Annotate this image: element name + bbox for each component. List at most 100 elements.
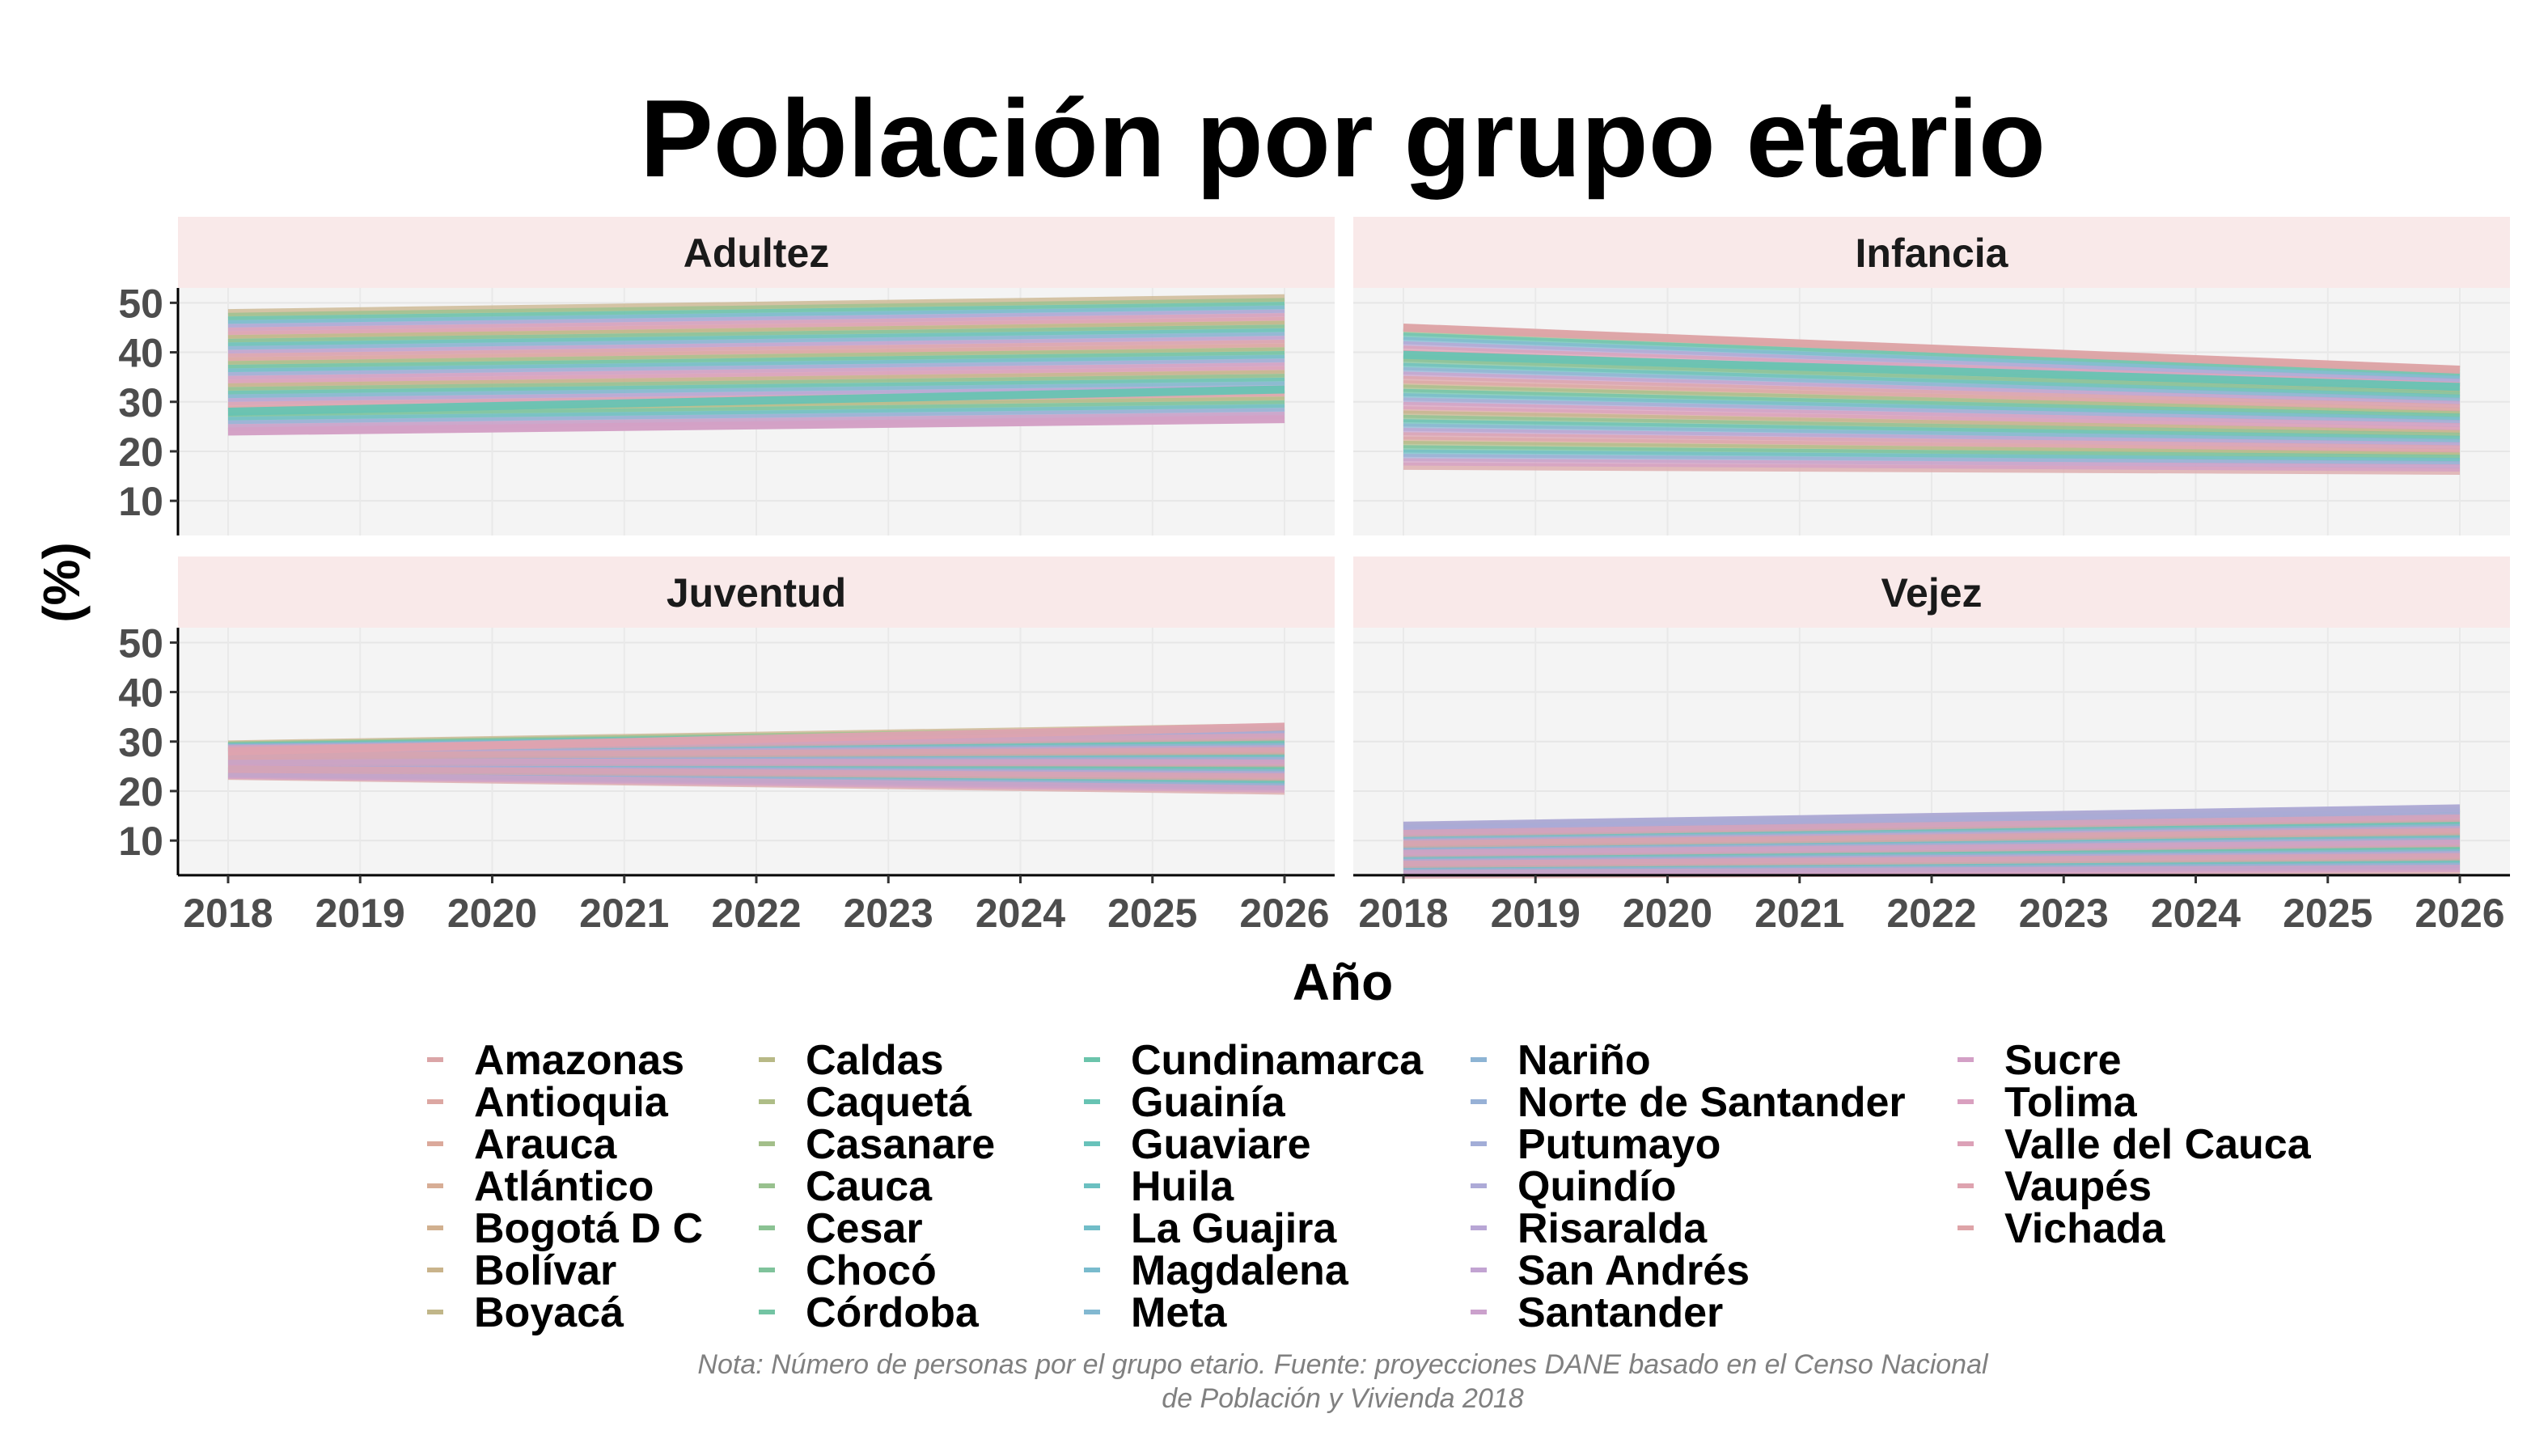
legend-label: Cesar bbox=[806, 1205, 923, 1252]
legend-label: Guainía bbox=[1131, 1079, 1286, 1126]
x-tick-label: 2026 bbox=[1239, 891, 1329, 936]
series-line-casanare bbox=[227, 347, 1285, 369]
series-line-bolivar bbox=[227, 294, 1285, 317]
strip-label-infancia: Infancia bbox=[1856, 231, 2009, 276]
series-line-vaupes bbox=[1403, 432, 2461, 453]
series-line-vaupes bbox=[227, 722, 1285, 756]
legend-label: Antioquia bbox=[474, 1079, 669, 1126]
strip-vejez bbox=[1353, 557, 2510, 628]
legend-label: La Guajira bbox=[1131, 1205, 1337, 1252]
x-tick-label: 2021 bbox=[579, 891, 669, 936]
x-tick-label: 2020 bbox=[1623, 891, 1712, 936]
x-tick-label: 2021 bbox=[1754, 891, 1844, 936]
legend-item-bogota-d-c: Bogotá D C bbox=[427, 1205, 703, 1252]
legend-item-santander: Santander bbox=[1471, 1289, 1723, 1336]
legend-label: Bolívar bbox=[474, 1247, 616, 1294]
legend-label: Magdalena bbox=[1131, 1247, 1349, 1294]
legend-item-guainia: Guainía bbox=[1084, 1079, 1286, 1126]
legend-label: Huila bbox=[1131, 1163, 1234, 1210]
strip-label-vejez: Vejez bbox=[1881, 570, 1982, 616]
legend-label: Arauca bbox=[474, 1121, 617, 1168]
chart-title: Población por grupo etario bbox=[640, 77, 2046, 200]
x-tick-label: 2020 bbox=[447, 891, 537, 936]
series-line-choco bbox=[227, 324, 1285, 346]
series-line-vichada bbox=[1403, 827, 2461, 849]
legend-item-cordoba: Córdoba bbox=[759, 1289, 980, 1336]
y-tick-label: 10 bbox=[118, 479, 163, 524]
legend-label: Nariño bbox=[1517, 1037, 1651, 1084]
series-line-quindio bbox=[1403, 804, 2461, 830]
x-tick-label: 2024 bbox=[976, 891, 1065, 936]
legend-label: Boyacá bbox=[474, 1289, 624, 1336]
legend-label: Vaupés bbox=[2004, 1163, 2152, 1210]
x-tick-label: 2019 bbox=[1491, 891, 1581, 936]
legend-label: Tolima bbox=[2004, 1079, 2138, 1126]
legend-label: Putumayo bbox=[1517, 1121, 1721, 1168]
x-tick-label: 2023 bbox=[2019, 891, 2109, 936]
y-tick-label: 30 bbox=[118, 720, 163, 765]
x-tick-label: 2025 bbox=[2283, 891, 2372, 936]
x-tick-label: 2024 bbox=[2151, 891, 2241, 936]
y-tick-label: 40 bbox=[118, 671, 163, 716]
legend-item-narino: Nariño bbox=[1471, 1037, 1651, 1084]
legend-label: Meta bbox=[1131, 1289, 1228, 1336]
series-line-sucre bbox=[1403, 864, 2461, 878]
series-line-bogota-d-c bbox=[227, 343, 1285, 365]
series-line-valle-del-cauca bbox=[1403, 814, 2461, 837]
legend-label: Córdoba bbox=[806, 1289, 980, 1336]
legend-label: Vichada bbox=[2004, 1205, 2166, 1252]
strip-infancia bbox=[1353, 217, 2510, 288]
panels: Adultez1020304050InfanciaJuventud1020304… bbox=[118, 217, 2510, 879]
series-line-caldas bbox=[227, 320, 1285, 343]
series-line-guainia bbox=[227, 385, 1285, 416]
legend-item-cauca: Cauca bbox=[759, 1163, 933, 1210]
y-tick-label: 50 bbox=[118, 281, 163, 326]
y-tick-label: 20 bbox=[118, 769, 163, 815]
legend-item-caldas: Caldas bbox=[759, 1037, 944, 1084]
legend-item-choco: Chocó bbox=[759, 1247, 937, 1294]
series-line-arauca bbox=[227, 316, 1285, 339]
legend-item-putumayo: Putumayo bbox=[1471, 1121, 1721, 1168]
series-line-santander bbox=[227, 336, 1285, 358]
y-tick-label: 50 bbox=[118, 620, 163, 666]
series-line-vichada bbox=[1403, 323, 2461, 374]
series-line-putumayo bbox=[227, 408, 1285, 428]
panel-infancia: Infancia bbox=[1353, 217, 2510, 535]
legend-item-la-guajira: La Guajira bbox=[1084, 1205, 1337, 1252]
series-line-tolima bbox=[1403, 401, 2461, 431]
legend-item-caqueta: Caquetá bbox=[759, 1079, 972, 1126]
legend-label: Quindío bbox=[1517, 1163, 1676, 1210]
legend-item-meta: Meta bbox=[1084, 1289, 1228, 1336]
series-line-cordoba bbox=[227, 400, 1285, 421]
caption-line-2: de Población y Vivienda 2018 bbox=[1162, 1383, 1523, 1414]
legend-label: Chocó bbox=[806, 1247, 937, 1294]
legend-item-bolivar: Bolívar bbox=[427, 1247, 616, 1294]
series-line-sucre bbox=[227, 771, 1285, 793]
series-line-norte-de-santander bbox=[227, 332, 1285, 353]
x-tick-label: 2023 bbox=[844, 891, 933, 936]
strip-label-adultez: Adultez bbox=[684, 231, 830, 276]
series-line-tolima bbox=[1403, 839, 2461, 857]
series-line-risaralda bbox=[227, 309, 1285, 332]
x-tick-label: 2019 bbox=[315, 891, 405, 936]
legend-label: Amazonas bbox=[474, 1037, 684, 1084]
x-tick-label: 2018 bbox=[183, 891, 273, 936]
x-axes: 2018 2019 2020 2021 2022 2023 2024 2025 2026 2018… bbox=[178, 874, 2510, 936]
legend-label: Sucre bbox=[2004, 1037, 2122, 1084]
legend-item-atlantico: Atlántico bbox=[427, 1163, 654, 1210]
legend-label: San Andrés bbox=[1517, 1247, 1750, 1294]
series-line-meta bbox=[227, 305, 1285, 328]
x-tick-label: 2022 bbox=[1886, 891, 1976, 936]
legend-item-norte-de-santander: Norte de Santander bbox=[1471, 1079, 1906, 1126]
strip-juventud bbox=[178, 557, 1335, 628]
y-axis-title: (%) bbox=[32, 542, 91, 623]
legend-item-valle-del-cauca: Valle del Cauca bbox=[1958, 1121, 2312, 1168]
series-line-quindio bbox=[227, 358, 1285, 380]
legend-label: Risaralda bbox=[1517, 1205, 1708, 1252]
series-line-guainia bbox=[227, 302, 1285, 324]
y-tick-label: 30 bbox=[118, 380, 163, 425]
legend-item-vaupes: Vaupés bbox=[1958, 1163, 2152, 1210]
